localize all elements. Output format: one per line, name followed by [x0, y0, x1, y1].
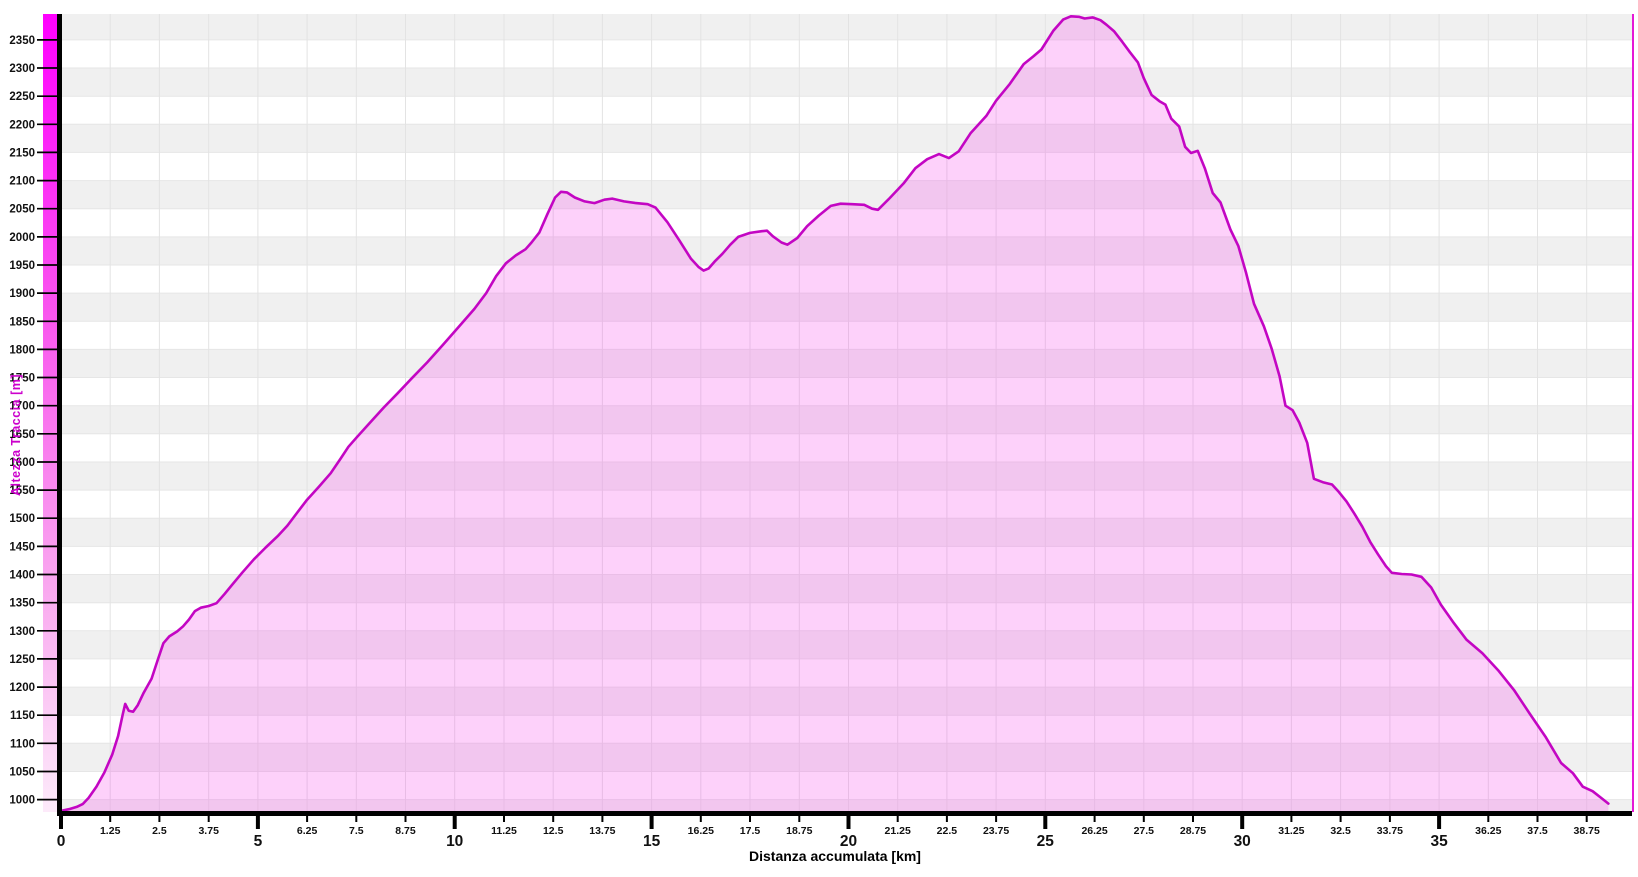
svg-text:28.75: 28.75	[1180, 825, 1206, 837]
y-axis-title: Altezza Traccia [m]	[9, 373, 23, 497]
svg-text:1450: 1450	[9, 541, 35, 553]
svg-text:1750: 1750	[9, 373, 35, 385]
y-axis-line	[57, 14, 62, 816]
svg-text:18.75: 18.75	[786, 825, 812, 837]
svg-text:17.5: 17.5	[740, 825, 761, 837]
svg-text:0: 0	[57, 833, 66, 850]
svg-text:11.25: 11.25	[491, 825, 517, 837]
svg-text:10: 10	[446, 833, 463, 850]
elevation-area-fill	[61, 16, 1609, 813]
svg-text:1350: 1350	[9, 598, 35, 610]
svg-text:35: 35	[1430, 833, 1448, 850]
svg-text:12.5: 12.5	[543, 825, 564, 837]
svg-text:8.75: 8.75	[395, 825, 416, 837]
svg-text:5: 5	[254, 833, 263, 850]
elevation-gradient-bar	[43, 14, 57, 812]
svg-text:15: 15	[643, 833, 661, 850]
svg-text:2000: 2000	[9, 232, 35, 244]
svg-text:33.75: 33.75	[1377, 825, 1403, 837]
elevation-line	[59, 15, 1610, 813]
svg-text:1950: 1950	[9, 260, 35, 272]
svg-text:6.25: 6.25	[297, 825, 318, 837]
svg-text:26.25: 26.25	[1081, 825, 1107, 837]
svg-text:37.5: 37.5	[1527, 825, 1548, 837]
svg-text:25: 25	[1037, 833, 1055, 850]
svg-text:1550: 1550	[9, 485, 35, 497]
svg-text:1050: 1050	[9, 767, 35, 779]
svg-text:1800: 1800	[9, 344, 35, 356]
svg-text:38.75: 38.75	[1574, 825, 1600, 837]
x-axis-minor-ticks: 1.25 2.5 3.75 6.25 7.5 8.75 11.25 12.5 13.75 16.2…	[100, 816, 1600, 837]
svg-text:27.5: 27.5	[1134, 825, 1155, 837]
svg-text:23.75: 23.75	[983, 825, 1009, 837]
svg-text:2300: 2300	[9, 63, 35, 75]
svg-text:1250: 1250	[9, 654, 35, 666]
svg-text:1200: 1200	[9, 682, 35, 694]
svg-text:13.75: 13.75	[589, 825, 615, 837]
svg-text:1300: 1300	[9, 626, 35, 638]
svg-text:2350: 2350	[9, 35, 35, 47]
svg-text:2200: 2200	[9, 119, 35, 131]
svg-text:16.25: 16.25	[688, 825, 714, 837]
svg-text:3.75: 3.75	[198, 825, 219, 837]
svg-text:2.5: 2.5	[152, 825, 167, 837]
x-axis-line	[57, 811, 1632, 816]
background-bands	[61, 14, 1632, 812]
v-gridlines	[109, 14, 1588, 812]
svg-text:2050: 2050	[9, 204, 35, 216]
svg-text:1500: 1500	[9, 513, 35, 525]
svg-text:30: 30	[1234, 833, 1251, 850]
svg-text:21.25: 21.25	[885, 825, 911, 837]
x-axis-major-ticks: 0 5 10 15 20 25 30 35	[57, 816, 1448, 850]
svg-text:36.25: 36.25	[1475, 825, 1501, 837]
svg-text:1850: 1850	[9, 316, 35, 328]
svg-text:1.25: 1.25	[100, 825, 121, 837]
svg-text:2250: 2250	[9, 91, 35, 103]
svg-text:1100: 1100	[10, 738, 35, 750]
svg-text:2100: 2100	[9, 176, 35, 188]
svg-text:31.25: 31.25	[1278, 825, 1304, 837]
h-gridlines	[61, 39, 1632, 801]
svg-text:1000: 1000	[9, 795, 35, 807]
svg-text:1400: 1400	[9, 570, 35, 582]
svg-text:20: 20	[840, 833, 857, 850]
svg-text:1150: 1150	[10, 710, 35, 722]
svg-text:22.5: 22.5	[937, 825, 958, 837]
y-axis-ticks: 1000 1050 1100 1150 1200 1250 1300 1350 1400 1450…	[9, 35, 57, 807]
svg-text:1900: 1900	[9, 288, 35, 300]
svg-text:1600: 1600	[9, 457, 35, 469]
svg-text:1650: 1650	[9, 429, 35, 441]
svg-text:7.5: 7.5	[349, 825, 364, 837]
svg-text:2150: 2150	[9, 147, 35, 159]
x-axis-title: Distanza accumulata [km]	[749, 848, 921, 864]
svg-text:1700: 1700	[9, 401, 35, 413]
svg-text:32.5: 32.5	[1330, 825, 1351, 837]
